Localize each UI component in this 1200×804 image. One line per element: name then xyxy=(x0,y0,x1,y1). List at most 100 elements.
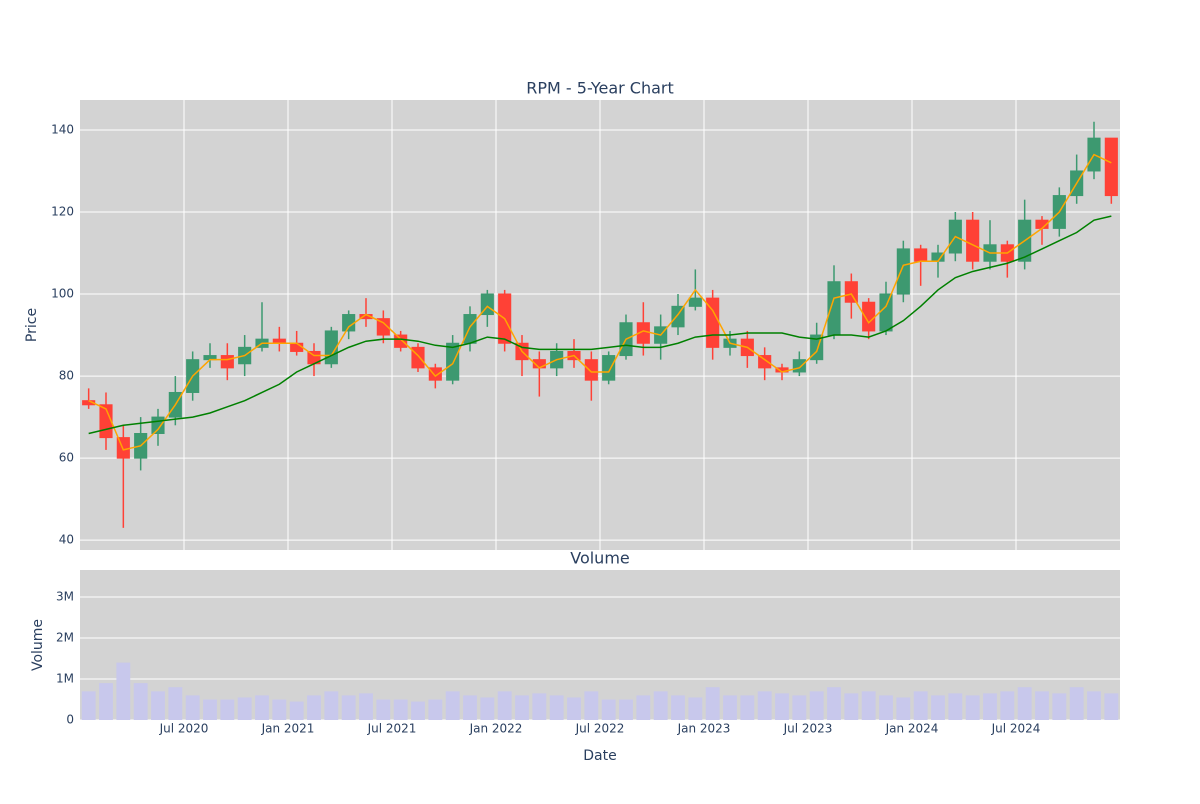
volume-bar xyxy=(861,691,876,720)
x-tick-label: Jan 2024 xyxy=(885,722,939,736)
volume-bar xyxy=(480,697,495,720)
volume-bar xyxy=(636,695,651,720)
volume-bar xyxy=(1069,687,1084,720)
x-tick-label: Jul 2020 xyxy=(159,722,209,736)
volume-bar xyxy=(740,695,755,720)
volume-bar xyxy=(549,695,564,720)
volume-bar xyxy=(775,693,789,720)
candle-body xyxy=(896,248,910,295)
volume-bar xyxy=(1087,691,1101,720)
volume-bar xyxy=(463,695,477,720)
volume-bar xyxy=(1104,693,1119,720)
volume-bar xyxy=(809,691,824,720)
volume-bar xyxy=(203,699,217,720)
candle-body xyxy=(584,359,598,381)
candle-body xyxy=(376,318,390,336)
volume-bar xyxy=(723,695,737,720)
x-tick-label: Jul 2021 xyxy=(367,722,417,736)
y-tick-label: 100 xyxy=(51,287,74,301)
volume-bar xyxy=(168,687,183,720)
moving-average-line xyxy=(88,153,1112,451)
volume-bar xyxy=(584,691,599,720)
candle-body xyxy=(342,314,356,332)
y-tick-label: 120 xyxy=(51,204,74,218)
candle-body xyxy=(688,297,702,307)
x-tick-label: Jan 2023 xyxy=(677,722,731,736)
volume-bar xyxy=(445,691,460,720)
candle-body xyxy=(758,355,772,369)
candle-body xyxy=(879,293,893,332)
volume-bar xyxy=(428,699,443,720)
volume-bar xyxy=(255,695,269,720)
volume-bar xyxy=(1000,691,1015,720)
volume-bar xyxy=(307,695,321,720)
volume-bar xyxy=(792,695,807,720)
volume-plot-area xyxy=(80,570,1120,720)
volume-axis-title: Volume xyxy=(30,619,46,671)
volume-bar xyxy=(844,693,859,720)
volume-bar xyxy=(983,693,997,720)
volume-bar xyxy=(376,699,391,720)
volume-bar xyxy=(567,697,581,720)
candle-body xyxy=(411,346,425,369)
x-tick-label: Jul 2022 xyxy=(575,722,625,736)
volume-bar xyxy=(1035,691,1049,720)
volume-bar xyxy=(220,699,235,720)
volume-bar xyxy=(601,699,616,720)
y-tick-label: 140 xyxy=(51,122,74,136)
volume-bar xyxy=(827,687,841,720)
volume-bar xyxy=(913,691,928,720)
volume-bar xyxy=(931,695,945,720)
y-tick-label: 80 xyxy=(59,369,74,383)
y-tick-label: 0 xyxy=(66,713,74,727)
volume-bar xyxy=(619,699,633,720)
volume-bar xyxy=(81,691,96,720)
volume-bar xyxy=(688,697,703,720)
candle-body xyxy=(394,334,408,348)
volume-bar xyxy=(965,695,980,720)
volume-bar xyxy=(99,683,113,720)
candle-body xyxy=(290,342,304,352)
volume-bar xyxy=(411,701,425,720)
volume-bar xyxy=(671,695,685,720)
volume-bar xyxy=(532,693,547,720)
volume-bar xyxy=(497,691,512,720)
x-tick-label: Jul 2024 xyxy=(991,722,1041,736)
volume-bar xyxy=(896,697,911,720)
y-tick-label: 40 xyxy=(59,533,74,547)
candle-body xyxy=(914,248,928,262)
volume-bar xyxy=(1017,687,1032,720)
chart-title: RPM - 5-Year Chart xyxy=(526,79,674,98)
volume-bar xyxy=(1052,693,1067,720)
x-tick-label: Jan 2022 xyxy=(469,722,523,736)
volume-bar xyxy=(185,695,200,720)
volume-bar xyxy=(324,691,339,720)
candle-body xyxy=(463,314,477,344)
y-tick-label: 2M xyxy=(56,631,74,645)
y-tick-label: 1M xyxy=(56,672,74,686)
volume-bar xyxy=(757,691,772,720)
volume-bar xyxy=(272,699,287,720)
candle-body xyxy=(844,281,858,303)
candle-body xyxy=(151,416,165,435)
y-tick-label: 3M xyxy=(56,590,74,604)
volume-title: Volume xyxy=(570,549,630,568)
volume-bar xyxy=(515,695,529,720)
volume-bar xyxy=(653,691,668,720)
volume-bar xyxy=(393,699,408,720)
volume-bar xyxy=(116,662,131,720)
volume-bar xyxy=(151,691,165,720)
volume-bar xyxy=(359,693,373,720)
x-tick-label: Jan 2021 xyxy=(261,722,315,736)
candle-body xyxy=(792,359,806,373)
moving-average-line xyxy=(88,215,1112,435)
volume-bar xyxy=(948,693,963,720)
y-tick-label: 60 xyxy=(59,451,74,465)
volume-bar xyxy=(705,687,720,720)
price-axis-title: Price xyxy=(24,308,40,342)
candle-body xyxy=(1104,137,1118,197)
x-tick-label: Jul 2023 xyxy=(783,722,833,736)
candle-body xyxy=(827,281,841,336)
volume-bar xyxy=(341,695,356,720)
